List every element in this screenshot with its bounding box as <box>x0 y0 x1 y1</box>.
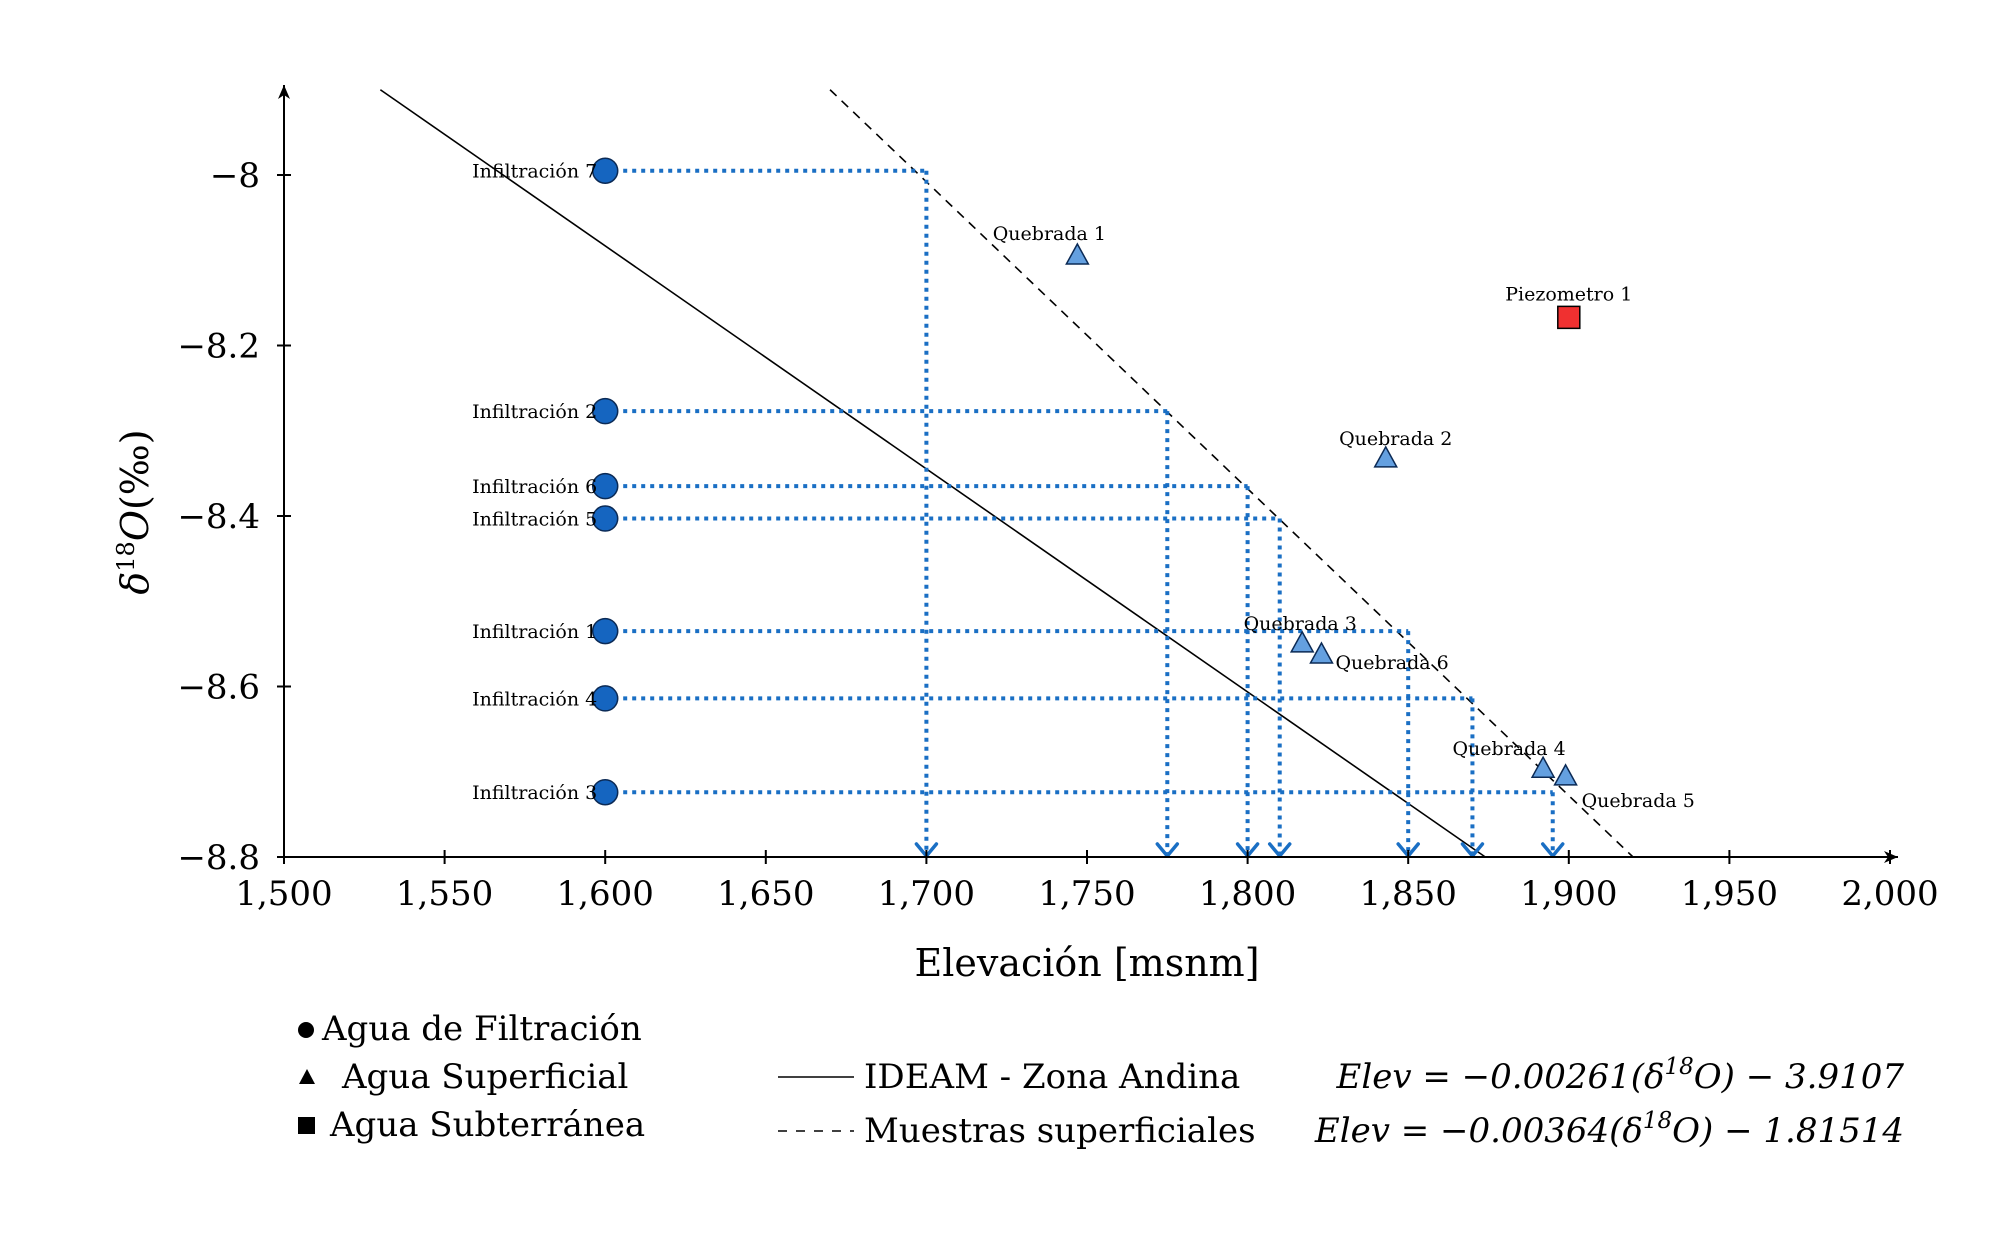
legend-label: Agua Superficial <box>341 1057 628 1097</box>
point-label: Infiltración 7 <box>472 161 597 183</box>
y-tick-label: −8.4 <box>177 497 260 537</box>
axes: 1,500 1,550 1,600 1,650 1,700 1,750 1,800 1,850… <box>177 85 1939 914</box>
x-tick-label: 2,000 <box>1841 874 1938 914</box>
infiltration-point <box>591 157 619 184</box>
x-tick-label: 1,700 <box>878 874 975 914</box>
y-tick-label: −8.2 <box>177 327 260 367</box>
point-label: Infiltración 6 <box>472 476 597 498</box>
y-tick-label: −8 <box>210 156 260 196</box>
x-tick-label: 1,850 <box>1360 874 1457 914</box>
data-points <box>591 157 1581 806</box>
point-label: Infiltración 4 <box>472 688 597 710</box>
infiltration-point <box>591 617 619 645</box>
point-label: Quebrada 3 <box>1244 613 1357 635</box>
point-label: Infiltración 2 <box>472 401 597 423</box>
x-tick-label: 1,550 <box>396 874 493 914</box>
point-label: Infiltración 5 <box>472 509 597 531</box>
point-label: Piezometro 1 <box>1505 283 1632 305</box>
x-tick-label: 1,900 <box>1520 874 1617 914</box>
point-label: Quebrada 4 <box>1452 738 1565 760</box>
regression-line <box>379 89 1486 858</box>
surface-point <box>1373 445 1398 468</box>
y-axis-arrow <box>278 85 290 99</box>
point-label: Quebrada 5 <box>1582 790 1695 812</box>
surface-point <box>1309 641 1334 664</box>
x-tick-label: 1,500 <box>235 874 332 914</box>
point-label: Infiltración 3 <box>472 782 597 804</box>
infiltration-point <box>591 685 619 712</box>
surface-point <box>1530 755 1556 778</box>
guide-lines <box>605 168 1565 858</box>
surface-point <box>1065 242 1090 265</box>
point-labels: Infiltración 7 Infiltración 2 Infiltración… <box>472 161 1695 812</box>
legend: Agua de Filtración Agua Superficial Agua S… <box>298 1009 1904 1151</box>
x-tick-label: 1,600 <box>557 874 654 914</box>
point-label: Infiltración 1 <box>472 621 597 643</box>
legend-line-label: Muestras superficiales <box>864 1111 1256 1151</box>
x-tick-label: 1,650 <box>717 874 814 914</box>
x-tick-label: 1,800 <box>1199 874 1296 914</box>
x-tick-label: 1,750 <box>1038 874 1135 914</box>
legend-equation: Elev = −0.00261(δ18O) − 3.9107 <box>1336 1054 1905 1097</box>
legend-circle-marker <box>298 1022 314 1038</box>
y-axis-title: δ18O(‰) <box>112 429 157 594</box>
legend-square-marker <box>298 1117 315 1134</box>
legend-triangle-marker <box>299 1069 315 1084</box>
infiltration-point <box>591 472 619 500</box>
infiltration-point <box>591 505 619 532</box>
y-tick-label: −8.8 <box>177 838 260 878</box>
legend-label: Agua de Filtración <box>321 1009 642 1049</box>
infiltration-point <box>591 397 619 425</box>
legend-label: Agua Subterránea <box>329 1105 645 1145</box>
point-label: Quebrada 1 <box>993 223 1106 245</box>
point-label: Quebrada 6 <box>1335 652 1448 674</box>
x-axis-title: Elevación [msnm] <box>914 941 1259 985</box>
y-tick-label: −8.6 <box>177 668 260 708</box>
legend-equation: Elev = −0.00364(δ18O) − 1.81514 <box>1314 1108 1904 1151</box>
infiltration-point <box>591 778 619 806</box>
groundwater-point <box>1557 305 1581 330</box>
surface-point <box>1553 763 1578 786</box>
surface-point <box>1289 630 1315 653</box>
x-tick-label: 1,950 <box>1681 874 1778 914</box>
legend-line-label: IDEAM - Zona Andina <box>864 1057 1240 1097</box>
regression-lines <box>379 89 1634 858</box>
point-label: Quebrada 2 <box>1339 428 1452 450</box>
